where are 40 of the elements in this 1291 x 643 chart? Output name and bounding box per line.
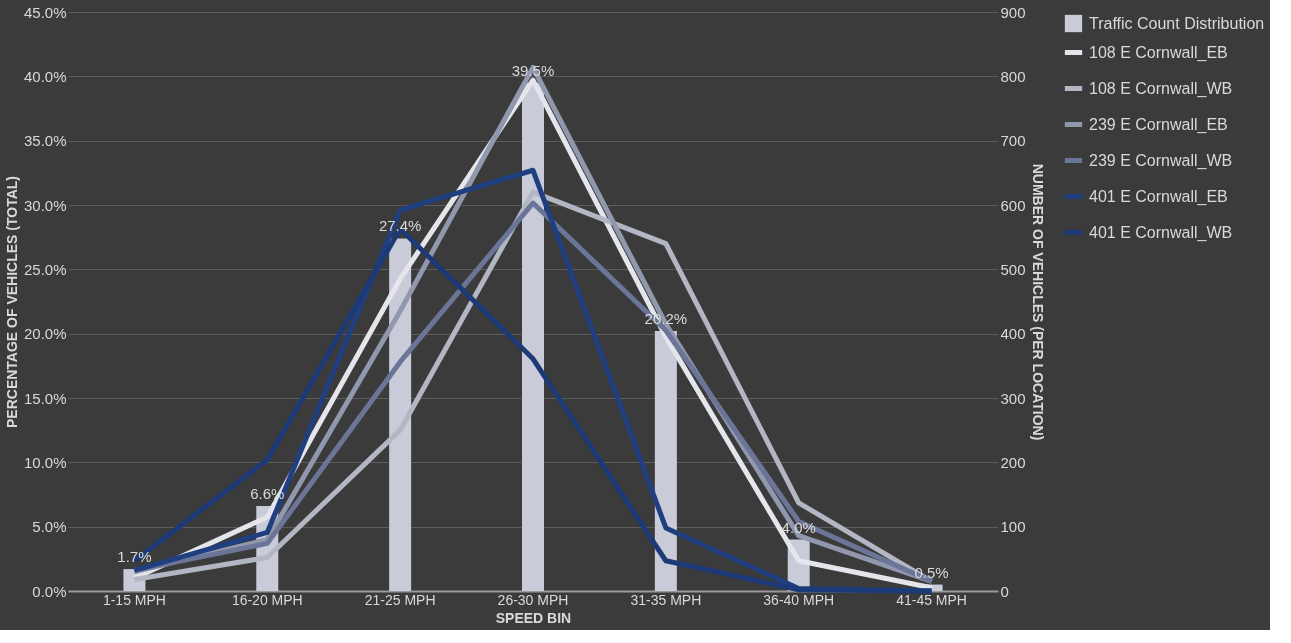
y-tick-label: 20.0% <box>23 325 67 343</box>
x-tick-label: 36-40 MPH <box>763 591 835 608</box>
y2-tick-label: 600 <box>1000 196 1026 214</box>
x-tick-label: 1-15 MPH <box>102 591 166 608</box>
y-tick-label: 0.0% <box>32 582 67 600</box>
y2-tick-label: 200 <box>1000 453 1026 471</box>
x-axis-title: SPEED BIN <box>495 609 572 626</box>
y-tick-label: 5.0% <box>32 518 67 536</box>
data-label: 27.4% <box>378 217 422 235</box>
y-tick-label: 15.0% <box>23 389 67 407</box>
legend-label: 401 E Cornwall_WB <box>1089 223 1233 242</box>
y2-axis-title: NUMBER OF VEHICLES (PER LOCATION) <box>1029 163 1046 441</box>
y-tick-label: 25.0% <box>23 260 67 278</box>
x-tick-label: 41-45 MPH <box>896 591 967 608</box>
y2-tick-label: 800 <box>1000 67 1026 85</box>
x-tick-label: 21-25 MPH <box>364 591 436 608</box>
y2-tick-label: 400 <box>1000 325 1026 343</box>
legend-label: 108 E Cornwall_WB <box>1089 79 1233 98</box>
y-tick-label: 30.0% <box>23 196 67 214</box>
y2-tick-label: 900 <box>1000 3 1026 21</box>
legend-label: Traffic Count Distribution <box>1089 14 1265 32</box>
x-tick-label: 16-20 MPH <box>231 591 303 608</box>
data-label: 1.7% <box>117 548 152 566</box>
legend-label: 401 E Cornwall_EB <box>1089 187 1228 206</box>
x-tick-label: 31-35 MPH <box>630 591 702 608</box>
y-tick-label: 10.0% <box>23 453 67 471</box>
x-tick-label: 26-30 MPH <box>497 591 569 608</box>
y2-tick-label: 0 <box>1000 582 1009 600</box>
legend-label: 239 E Cornwall_EB <box>1089 115 1228 134</box>
bar <box>522 82 544 591</box>
y2-tick-label: 100 <box>1000 518 1026 536</box>
y2-tick-label: 500 <box>1000 260 1026 278</box>
legend-label: 239 E Cornwall_WB <box>1089 151 1233 170</box>
legend-label: 108 E Cornwall_EB <box>1089 43 1228 62</box>
y-axis-title: PERCENTAGE OF VEHICLES (TOTAL) <box>3 175 20 429</box>
y-tick-label: 35.0% <box>23 132 67 150</box>
y-tick-label: 45.0% <box>23 3 67 21</box>
y-tick-label: 40.0% <box>23 67 67 85</box>
y2-tick-label: 700 <box>1000 132 1026 150</box>
y2-tick-label: 300 <box>1000 389 1026 407</box>
